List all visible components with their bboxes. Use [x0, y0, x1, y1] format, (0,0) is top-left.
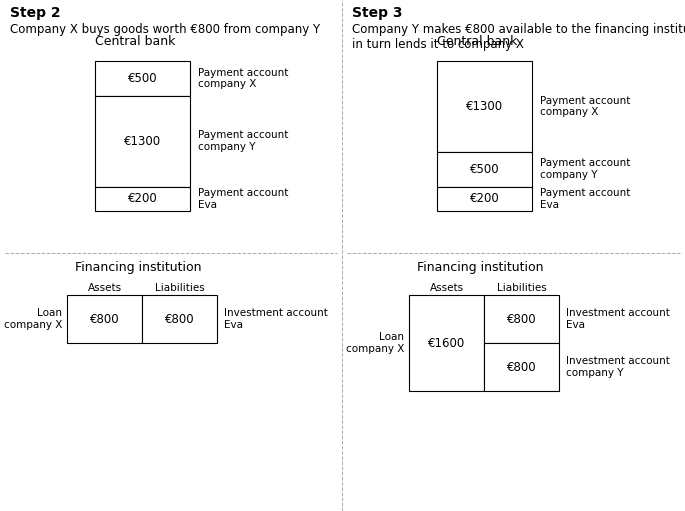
- Bar: [437, 152, 532, 187]
- Text: Central bank: Central bank: [437, 35, 517, 48]
- Text: €800: €800: [507, 313, 536, 326]
- Text: Central bank: Central bank: [95, 35, 175, 48]
- Bar: [95, 187, 190, 211]
- Bar: [409, 295, 484, 391]
- Text: Step 2: Step 2: [10, 6, 61, 20]
- Bar: [95, 61, 190, 96]
- Text: €1300: €1300: [124, 135, 161, 148]
- Text: Company X buys goods worth €800 from company Y: Company X buys goods worth €800 from com…: [10, 23, 320, 36]
- Text: Liabilities: Liabilities: [497, 283, 547, 293]
- Text: Payment account
company Y: Payment account company Y: [198, 130, 288, 152]
- Text: Financing institution: Financing institution: [417, 261, 543, 274]
- Bar: [484, 295, 559, 343]
- Text: Payment account
company X: Payment account company X: [540, 96, 630, 117]
- Text: Assets: Assets: [429, 283, 464, 293]
- Text: Liabilities: Liabilities: [155, 283, 204, 293]
- Text: Investment account
Eva: Investment account Eva: [566, 308, 670, 330]
- Text: Investment account
Eva: Investment account Eva: [224, 308, 328, 330]
- Text: Payment account
company Y: Payment account company Y: [540, 158, 630, 180]
- Text: €200: €200: [127, 192, 158, 205]
- Text: Payment account
company X: Payment account company X: [198, 67, 288, 89]
- Text: Payment account
Eva: Payment account Eva: [540, 188, 630, 210]
- Text: Company Y makes €800 available to the financing institution, which
in turn lends: Company Y makes €800 available to the fi…: [352, 23, 685, 51]
- Text: €500: €500: [127, 72, 158, 85]
- Text: €800: €800: [164, 313, 195, 326]
- Text: €1600: €1600: [428, 337, 465, 350]
- Text: Loan
company X: Loan company X: [346, 332, 404, 354]
- Text: €200: €200: [470, 192, 499, 205]
- Bar: [95, 96, 190, 187]
- Text: Loan
company X: Loan company X: [3, 308, 62, 330]
- Bar: [437, 61, 532, 152]
- Text: Financing institution: Financing institution: [75, 261, 201, 274]
- Bar: [437, 187, 532, 211]
- Bar: [142, 295, 217, 343]
- Text: €1300: €1300: [466, 100, 503, 113]
- Bar: [484, 343, 559, 391]
- Text: €800: €800: [90, 313, 119, 326]
- Bar: [67, 295, 142, 343]
- Text: €500: €500: [470, 162, 499, 176]
- Text: Payment account
Eva: Payment account Eva: [198, 188, 288, 210]
- Text: Assets: Assets: [88, 283, 121, 293]
- Text: Investment account
company Y: Investment account company Y: [566, 356, 670, 378]
- Text: Step 3: Step 3: [352, 6, 403, 20]
- Text: €800: €800: [507, 360, 536, 374]
